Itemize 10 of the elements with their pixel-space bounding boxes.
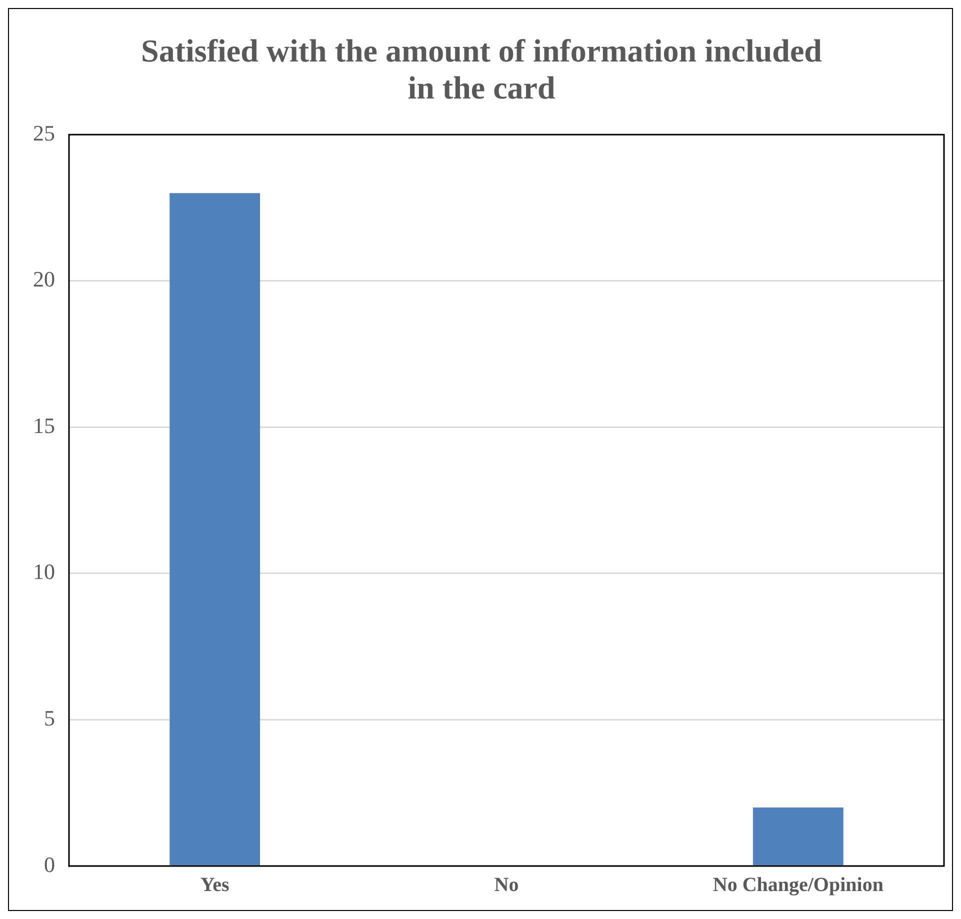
y-tick-label: 10 <box>33 559 55 584</box>
chart-title: Satisfied with the amount of information included in the card <box>141 32 822 106</box>
x-tick-label: No Change/Opinion <box>712 874 884 896</box>
x-tick-label: Yes <box>200 874 230 896</box>
y-tick-label: 0 <box>44 852 55 877</box>
x-tick-label: No <box>494 874 519 896</box>
y-tick-label: 25 <box>33 120 55 146</box>
y-tick-label: 5 <box>44 706 55 730</box>
y-tick-label: 15 <box>33 412 55 438</box>
y-tick-label: 20 <box>33 266 55 292</box>
